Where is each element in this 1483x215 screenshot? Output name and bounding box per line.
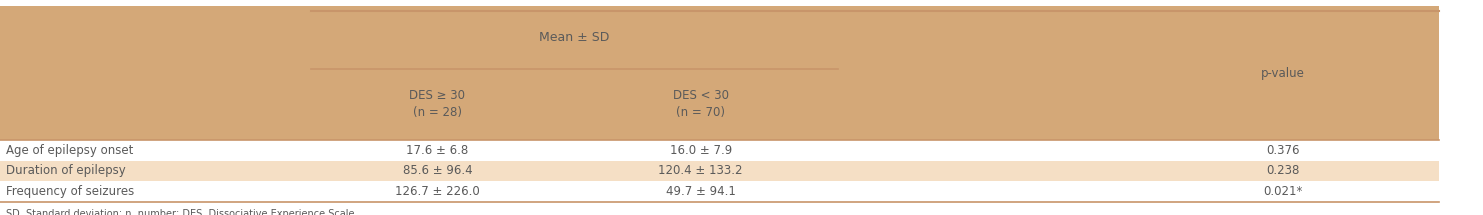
Text: p-value: p-value <box>1261 67 1305 80</box>
Text: 16.0 ± 7.9: 16.0 ± 7.9 <box>670 144 731 157</box>
Text: 17.6 ± 6.8: 17.6 ± 6.8 <box>406 144 469 157</box>
Text: SD, Standard deviation; n, number; DES, Dissociative Experience Scale: SD, Standard deviation; n, number; DES, … <box>6 209 354 215</box>
Text: Age of epilepsy onset: Age of epilepsy onset <box>6 144 133 157</box>
Text: Duration of epilepsy: Duration of epilepsy <box>6 164 126 177</box>
Text: 85.6 ± 96.4: 85.6 ± 96.4 <box>403 164 472 177</box>
Text: Mean ± SD: Mean ± SD <box>540 31 610 44</box>
Text: DES ≥ 30
(n = 28): DES ≥ 30 (n = 28) <box>409 89 466 119</box>
Text: 49.7 ± 94.1: 49.7 ± 94.1 <box>666 185 736 198</box>
Text: 126.7 ± 226.0: 126.7 ± 226.0 <box>394 185 480 198</box>
Text: Frequency of seizures: Frequency of seizures <box>6 185 133 198</box>
Text: 0.021*: 0.021* <box>1264 185 1302 198</box>
Text: 0.238: 0.238 <box>1266 164 1299 177</box>
Text: 0.376: 0.376 <box>1266 144 1299 157</box>
Text: 120.4 ± 133.2: 120.4 ± 133.2 <box>658 164 743 177</box>
Text: DES < 30
(n = 70): DES < 30 (n = 70) <box>673 89 728 119</box>
Bar <box>0 161 1439 181</box>
Bar <box>0 6 1439 140</box>
Bar <box>0 181 1439 202</box>
Bar <box>0 140 1439 161</box>
